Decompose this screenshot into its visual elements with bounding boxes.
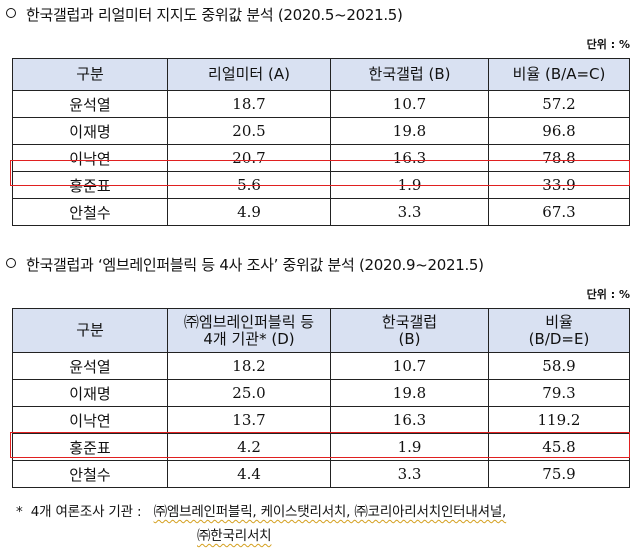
header-line1: 한국갤럽 xyxy=(381,312,438,331)
header-ratio: 비율 (B/D=E) xyxy=(488,308,630,353)
row-name: 홍준표 xyxy=(12,171,168,199)
table-row-highlighted: 홍준표 4.2 1.9 45.8 xyxy=(12,433,630,461)
cell-gallup: 3.3 xyxy=(330,460,489,488)
section2-title-text: 한국갤럽과 ‘엠브레인퍼블릭 등 4사 조사’ 중위값 분석 (2020.9~2… xyxy=(26,256,484,274)
cell-ratio: 67.3 xyxy=(488,198,630,226)
table-row-highlighted: 홍준표 5.6 1.9 33.9 xyxy=(12,171,630,199)
cell-ratio: 58.9 xyxy=(488,352,630,380)
footnote-marker: * xyxy=(16,504,23,520)
footnote: * 4개 여론조사 기관 : ㈜엠브레인퍼블릭, 케이스탯리서치, ㈜코리아리서… xyxy=(16,500,506,520)
cell-gallup: 3.3 xyxy=(330,198,489,226)
cell-realmeter: 5.6 xyxy=(167,171,331,199)
table-row: 이재명 20.5 19.8 96.8 xyxy=(12,117,630,145)
footnote-agencies-line1: ㈜엠브레인퍼블릭, 케이스탯리서치, ㈜코리아리서치인터내셔널, xyxy=(153,504,507,520)
table-row: 안철수 4.9 3.3 67.3 xyxy=(12,198,630,226)
table-embrain-gallup: 구분 ㈜엠브레인퍼블릭 등 4개 기관* (D) 한국갤럽 (B) 비율 (B/D=E… xyxy=(12,308,630,488)
cell-gallup: 10.7 xyxy=(330,352,489,380)
header-gallup: 한국갤럽 (B) xyxy=(330,308,489,353)
cell-ratio: 78.8 xyxy=(488,144,630,172)
table-row: 이재명 25.0 19.8 79.3 xyxy=(12,379,630,407)
cell-ratio: 33.9 xyxy=(488,171,630,199)
row-name: 윤석열 xyxy=(12,90,168,118)
header-ratio: 비율 (B/A=C) xyxy=(488,58,630,91)
cell-gallup: 19.8 xyxy=(330,379,489,407)
section1-title-text: 한국갤럽과 리얼미터 지지도 중위값 분석 (2020.5~2021.5) xyxy=(26,6,403,24)
cell-gallup: 10.7 xyxy=(330,90,489,118)
cell-gallup: 19.8 xyxy=(330,117,489,145)
cell-ratio: 57.2 xyxy=(488,90,630,118)
table-row: 이낙연 13.7 16.3 119.2 xyxy=(12,406,630,434)
cell-realmeter: 4.9 xyxy=(167,198,331,226)
cell-realmeter: 18.7 xyxy=(167,90,331,118)
cell-embrain: 13.7 xyxy=(167,406,331,434)
row-name: 이재명 xyxy=(12,117,168,145)
header-category: 구분 xyxy=(12,308,168,353)
table-row: 이낙연 20.7 16.3 78.8 xyxy=(12,144,630,172)
cell-ratio: 75.9 xyxy=(488,460,630,488)
header-line2: (B/D=E) xyxy=(528,329,590,348)
circle-bullet-icon xyxy=(6,258,16,268)
header-line1: 비율 xyxy=(545,312,573,331)
section1-title: 한국갤럽과 리얼미터 지지도 중위값 분석 (2020.5~2021.5) xyxy=(6,4,403,25)
row-name: 안철수 xyxy=(12,198,168,226)
cell-embrain: 4.2 xyxy=(167,433,331,461)
header-category: 구분 xyxy=(12,58,168,91)
header-line2: 4개 기관* (D) xyxy=(203,329,295,348)
cell-ratio: 45.8 xyxy=(488,433,630,461)
footnote-agencies-line2: ㈜한국리서치 xyxy=(197,528,272,544)
header-realmeter: 리얼미터 (A) xyxy=(167,58,331,91)
section2-unit: 단위 : % xyxy=(586,288,630,301)
cell-realmeter: 20.7 xyxy=(167,144,331,172)
table-header-row: 구분 ㈜엠브레인퍼블릭 등 4개 기관* (D) 한국갤럽 (B) 비율 (B/D=E… xyxy=(12,308,630,353)
row-name: 윤석열 xyxy=(12,352,168,380)
cell-gallup: 1.9 xyxy=(330,433,489,461)
header-line1: 구분 xyxy=(76,321,104,339)
table-realmeter-gallup: 구분 리얼미터 (A) 한국갤럽 (B) 비율 (B/A=C) 윤석열 18.7… xyxy=(12,58,630,226)
circle-bullet-icon xyxy=(6,8,16,18)
section1-unit: 단위 : % xyxy=(586,38,630,51)
header-embrain: ㈜엠브레인퍼블릭 등 4개 기관* (D) xyxy=(167,308,331,353)
row-name: 이낙연 xyxy=(12,406,168,434)
footnote-label: 4개 여론조사 기관 : xyxy=(30,504,142,520)
row-name: 이재명 xyxy=(12,379,168,407)
row-name: 안철수 xyxy=(12,460,168,488)
cell-realmeter: 20.5 xyxy=(167,117,331,145)
table-row: 윤석열 18.7 10.7 57.2 xyxy=(12,90,630,118)
cell-ratio: 96.8 xyxy=(488,117,630,145)
header-gallup: 한국갤럽 (B) xyxy=(330,58,489,91)
table-row: 안철수 4.4 3.3 75.9 xyxy=(12,460,630,488)
row-name: 이낙연 xyxy=(12,144,168,172)
table-row: 윤석열 18.2 10.7 58.9 xyxy=(12,352,630,380)
table-header-row: 구분 리얼미터 (A) 한국갤럽 (B) 비율 (B/A=C) xyxy=(12,58,630,91)
row-name: 홍준표 xyxy=(12,433,168,461)
header-line1: ㈜엠브레인퍼블릭 등 xyxy=(183,312,315,331)
cell-embrain: 18.2 xyxy=(167,352,331,380)
cell-ratio: 79.3 xyxy=(488,379,630,407)
footnote-continuation: ㈜한국리서치 xyxy=(197,524,272,544)
header-line2: (B) xyxy=(398,329,421,348)
cell-embrain: 25.0 xyxy=(167,379,331,407)
section2-title: 한국갤럽과 ‘엠브레인퍼블릭 등 4사 조사’ 중위값 분석 (2020.9~2… xyxy=(6,254,484,275)
cell-gallup: 16.3 xyxy=(330,406,489,434)
cell-ratio: 119.2 xyxy=(488,406,630,434)
cell-gallup: 16.3 xyxy=(330,144,489,172)
cell-gallup: 1.9 xyxy=(330,171,489,199)
cell-embrain: 4.4 xyxy=(167,460,331,488)
